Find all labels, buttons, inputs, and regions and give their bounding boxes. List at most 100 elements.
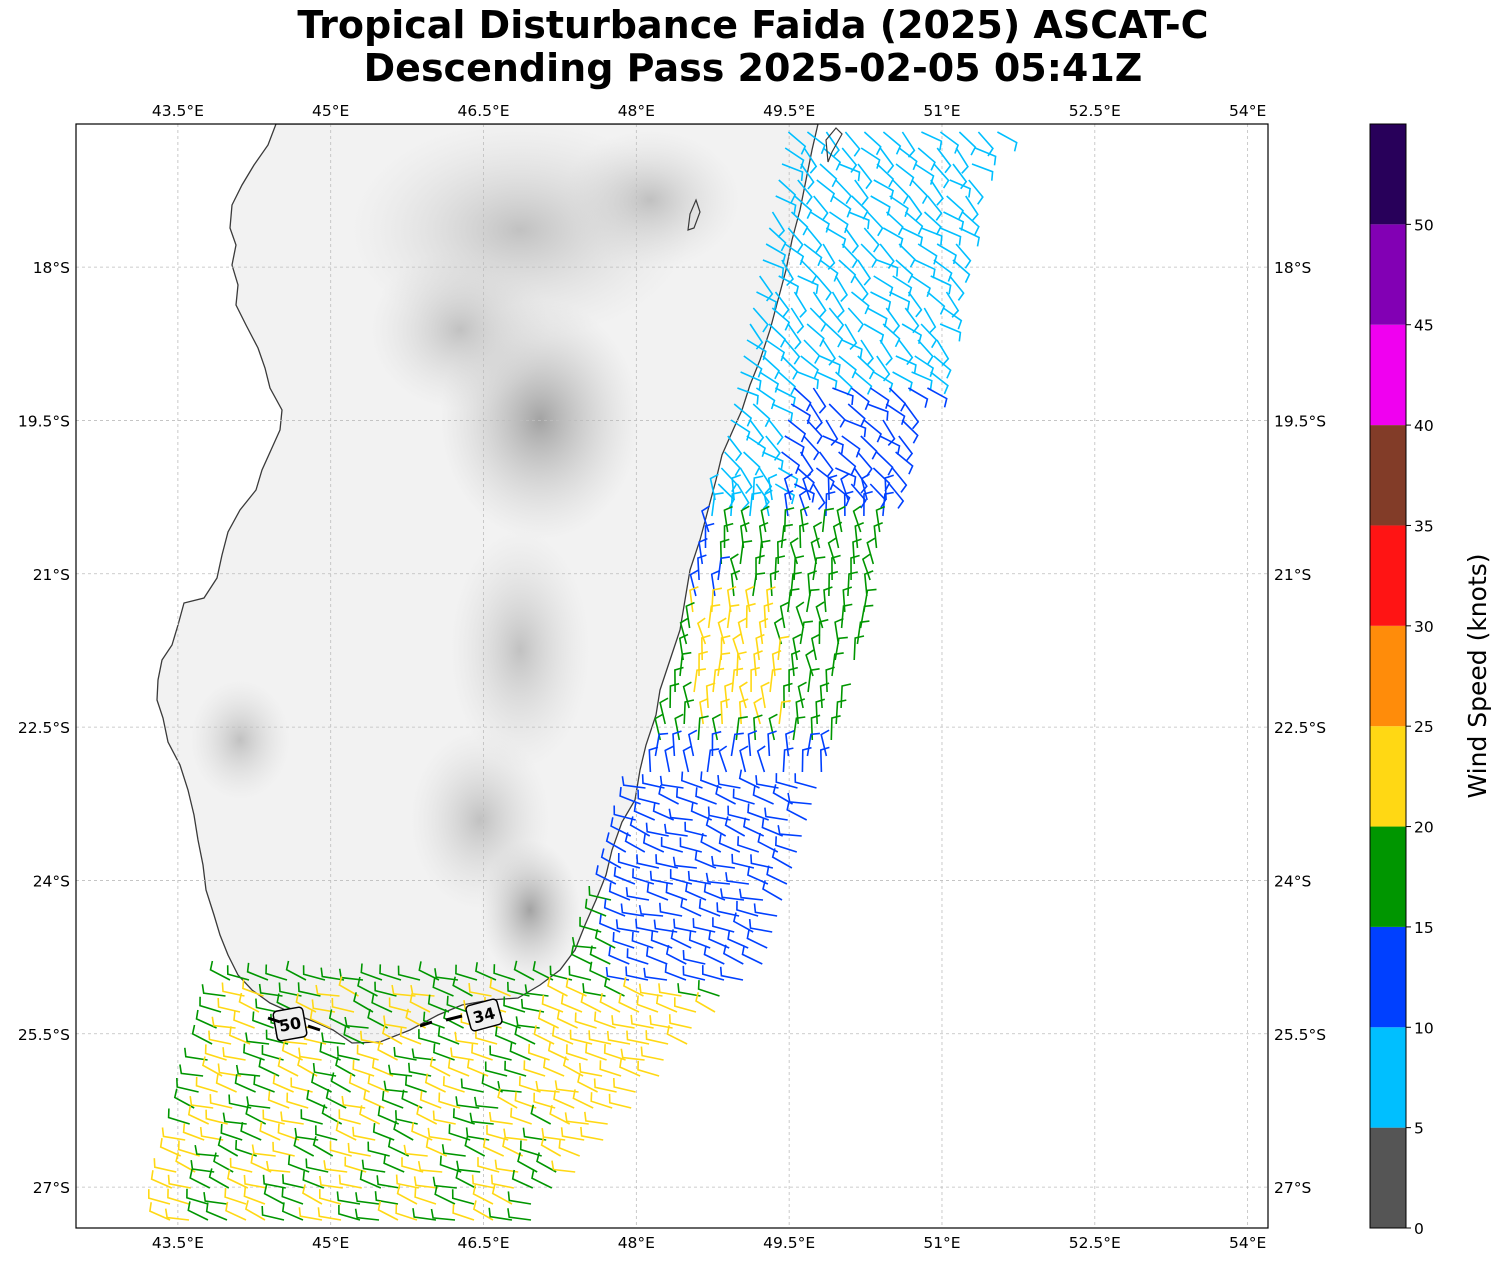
wind-barb [486, 1125, 509, 1141]
wind-barb [312, 1136, 334, 1157]
colorbar-tick-5: 25 [1414, 718, 1434, 736]
wind-barb [194, 1144, 219, 1157]
wind-barb [547, 1041, 569, 1061]
wind-barb [507, 1191, 532, 1205]
wind-barb [774, 483, 796, 505]
wind-barb [352, 1126, 376, 1141]
wind-barb [323, 1160, 348, 1173]
wind-barb [736, 651, 747, 677]
wind-barb [261, 1205, 285, 1221]
wind-barb [695, 992, 716, 1013]
wind-barb [748, 919, 773, 933]
wind-barb [844, 323, 858, 350]
wind-barb [844, 227, 860, 254]
wind-barb [497, 1088, 518, 1109]
wind-barb [822, 435, 844, 454]
wind-barb [838, 451, 857, 475]
wind-barb [863, 131, 882, 156]
wind-barb [803, 243, 823, 267]
wind-barb [416, 1105, 438, 1125]
wind-barb [738, 888, 764, 901]
wind-barb [863, 227, 880, 253]
wind-barb [850, 554, 860, 581]
wind-barb [821, 507, 835, 533]
lat-tick-left-6: 27°S [33, 1179, 70, 1197]
wind-barb [842, 586, 853, 613]
wind-barb [797, 179, 813, 205]
wind-barb [503, 1128, 528, 1141]
wind-barb [417, 1160, 443, 1173]
wind-barb [863, 570, 874, 597]
wind-barb [220, 1123, 243, 1141]
wind-barb [179, 1064, 204, 1077]
lon-tick-top-2: 46.5°E [457, 102, 509, 120]
wind-barb [678, 633, 689, 661]
lon-ticks-bottom: 43.5°E 45°E 46.5°E 48°E 49.5°E 51°E 52.5°E 54°E [152, 1234, 1266, 1252]
wind-barb [228, 1094, 252, 1109]
map-frame [75, 123, 1269, 1229]
wind-barb [939, 323, 962, 342]
wind-barb [569, 1029, 593, 1045]
wind-barb [184, 1047, 208, 1061]
wind-barb [958, 227, 980, 247]
wind-barb [844, 419, 867, 438]
wind-barb [787, 131, 807, 155]
wind-barb [590, 1092, 613, 1109]
wind-barb [244, 1200, 266, 1221]
wind-barb [359, 1170, 382, 1189]
wind-barb [743, 451, 761, 476]
wind-barb [272, 1074, 294, 1093]
wind-barb [265, 1029, 289, 1045]
wind-barb [800, 259, 818, 284]
wind-barb [530, 1104, 552, 1125]
wind-barb [404, 1075, 427, 1093]
wind-barb [664, 823, 688, 837]
wind-barb [949, 275, 965, 301]
wind-barb [233, 1011, 255, 1029]
wind-barb [150, 1170, 173, 1189]
wind-barb [640, 1046, 664, 1061]
wind-barb [755, 775, 779, 789]
colorbar-tick-10: 50 [1414, 216, 1434, 234]
wind-barb [718, 834, 741, 853]
wind-barb [685, 882, 707, 901]
wind-barb [684, 821, 707, 837]
wind-barb [758, 521, 769, 549]
wind-barb [208, 1168, 230, 1189]
wind-barb [709, 473, 719, 501]
wind-barb [491, 1184, 513, 1205]
wind-barb [286, 1092, 309, 1109]
wind-barb [297, 1056, 318, 1077]
wind-barb [588, 1030, 612, 1045]
wind-barb [418, 961, 440, 981]
wind-barb [809, 403, 823, 430]
wind-barb [361, 1159, 386, 1173]
wind-barb [819, 259, 839, 282]
wind-barb [795, 698, 806, 725]
wind-barb [853, 635, 865, 661]
wind-barb [930, 179, 944, 206]
wind-barb [167, 1174, 191, 1189]
wind-barb [626, 948, 649, 965]
wind-barb [474, 1096, 499, 1109]
wind-barb [519, 1140, 542, 1157]
wind-barb [700, 771, 722, 789]
wind-barb [697, 554, 707, 581]
wind-barb [831, 483, 851, 507]
wind-barb [831, 291, 845, 318]
wind-barb [755, 387, 776, 410]
wind-barb [895, 163, 915, 187]
wind-barb [884, 474, 894, 501]
wind-barb [543, 1058, 565, 1077]
wind-barb [753, 903, 778, 917]
wind-barb [904, 403, 920, 430]
wind-barbs [148, 131, 1018, 1221]
wind-barb [522, 1127, 547, 1141]
wind-barb [213, 1152, 234, 1173]
wind-barb [319, 1189, 342, 1205]
wind-barb [278, 982, 302, 997]
wind-barb [885, 307, 901, 334]
wind-barb [280, 1111, 304, 1125]
wind-barb [778, 700, 791, 725]
wind-barb [997, 131, 1018, 152]
